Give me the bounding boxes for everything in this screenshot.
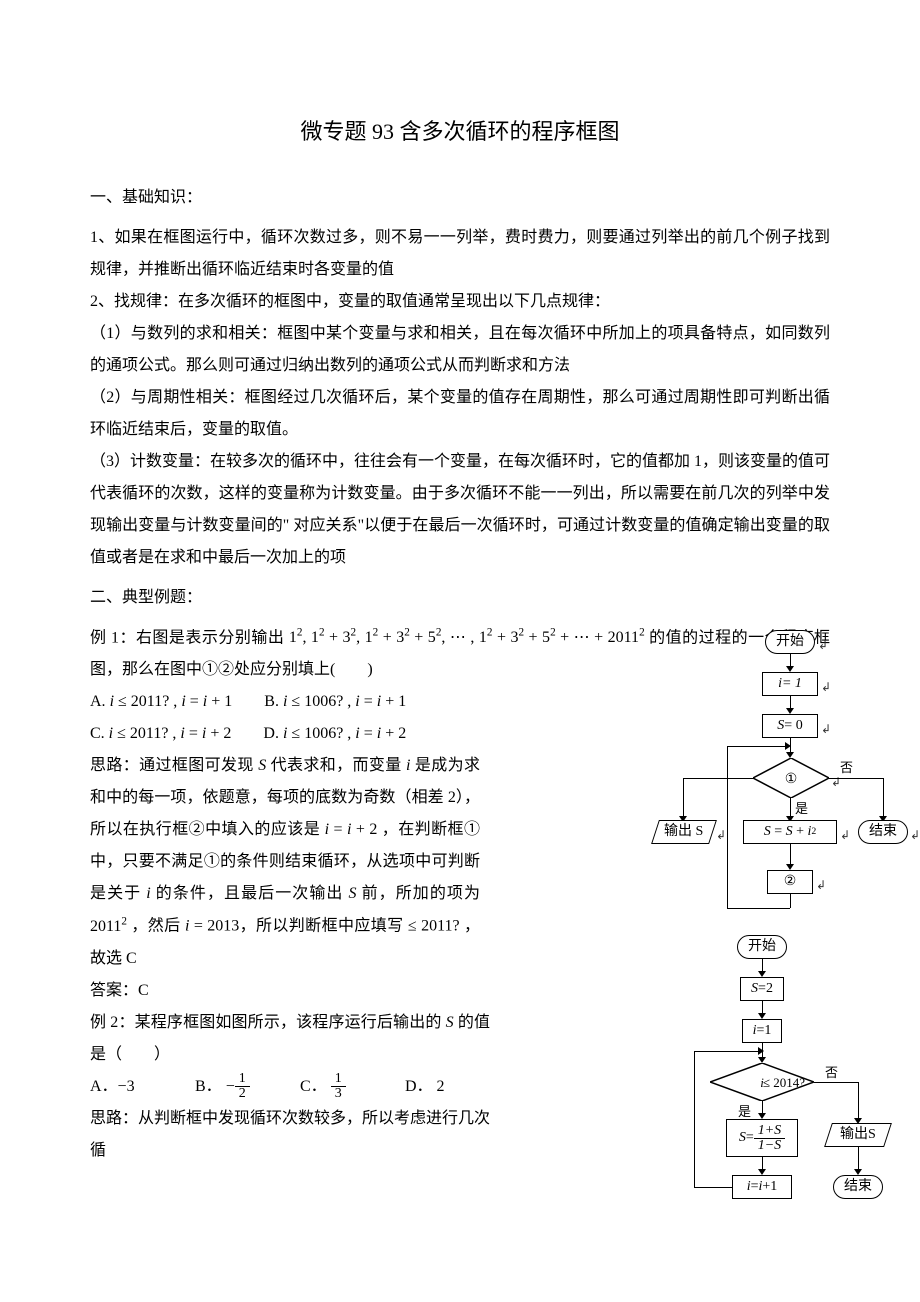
ex1-optD-m2: ≤ 1006? , xyxy=(287,725,355,742)
ex1-answer: 答案：C xyxy=(90,975,480,1007)
ex1-solution: 思路：通过框图可发现 S 代表求和，而变量 i 是成为求和中的每一项，依题意，每… xyxy=(90,750,480,974)
fc1-output-text: 输出 S xyxy=(664,818,703,846)
fc2-no1 xyxy=(814,1082,858,1083)
fc1-arrowL2 xyxy=(683,778,753,779)
ex1-solution-wrap: 思路：通过框图可发现 S 代表求和，而变量 i 是成为求和中的每一项，依题意，每… xyxy=(90,750,480,1006)
ex2-optA: A．−3 xyxy=(90,1071,195,1103)
ex1-optC-m6: + 2 xyxy=(206,725,231,742)
ex2-optC: C． 13 xyxy=(300,1071,405,1103)
fc2-init-s: S=2 xyxy=(740,977,784,1001)
ex1-intro-text: 例 1：右图是表示分别输出 xyxy=(90,629,284,646)
fc1-loop3 xyxy=(727,746,728,908)
ex1-optB: B. i ≤ 1006? , i = i + 1 xyxy=(264,686,406,718)
cursor-icon: ↲ xyxy=(840,823,850,847)
fc1-loop1 xyxy=(790,894,791,908)
fc1-loop4 xyxy=(727,746,787,747)
cursor-icon: ↲ xyxy=(816,873,826,897)
cursor-icon: ↲ xyxy=(821,675,831,699)
ex1-optA: A. i ≤ 2011? , i = i + 1 xyxy=(90,686,232,718)
p2c-quote: 对应关系 xyxy=(293,517,357,534)
fc1-output: 输出 S xyxy=(651,820,717,844)
p1: 1、如果在框图运行中，循环次数过多，则不易一一列举，费时费力，则要通过列举出的前… xyxy=(90,222,830,286)
ex1-optD: D. i ≤ 1006? , i = i + 2 xyxy=(263,718,406,750)
ex1-optD-m4: = xyxy=(360,725,377,742)
ex1-optB-m6: + 1 xyxy=(381,693,406,710)
fc2-output: 输出S xyxy=(824,1123,892,1147)
fc2-end: 结束 xyxy=(833,1175,883,1199)
fc1-arrowRv xyxy=(883,778,884,818)
cursor-icon: ↲ xyxy=(910,823,920,847)
fc2-loop2 xyxy=(694,1051,695,1187)
fc1-init-i: i = 1 xyxy=(762,672,818,696)
ex1-optA-m5: + 1 xyxy=(207,693,232,710)
p2b: （2）与周期性相关：框图经过几次循环后，某个变量的值存在周期性，那么可通过周期性… xyxy=(90,382,830,446)
fc1-end: 结束 xyxy=(858,820,908,844)
fc2-body-i: i=i+1 xyxy=(732,1175,792,1199)
svg-text:①: ① xyxy=(785,772,798,787)
fc1-init-s: S = 0 xyxy=(762,714,818,738)
arrowhead-icon xyxy=(785,742,791,750)
fc1-step: ② xyxy=(767,870,813,894)
ex1-optD-m6: + 2 xyxy=(381,725,406,742)
ex1-optC-label: C. xyxy=(90,725,109,742)
section2-heading: 二、典型例题： xyxy=(90,582,830,614)
fc1-arrowR xyxy=(829,778,883,779)
fc2-output-text: 输出S xyxy=(840,1121,876,1149)
ex2-solution: 思路：从判断框中发现循环次数较多，所以考虑进行几次循 xyxy=(90,1103,490,1167)
ex1-optB-label: B. xyxy=(264,693,283,710)
fc2-no2 xyxy=(858,1082,859,1120)
p2: 2、找规律：在多次循环的框图中，变量的取值通常呈现出以下几点规律： xyxy=(90,286,830,318)
fc2-body-s: S=1+S1−S xyxy=(726,1119,798,1157)
ex1-optA-m3: = xyxy=(186,693,203,710)
ex1-optB-m4: = xyxy=(360,693,377,710)
ex1-optD-label: D. xyxy=(263,725,283,742)
ex1-optB-m2: ≤ 1006? , xyxy=(287,693,355,710)
ex2-optC-label: C． xyxy=(300,1078,327,1095)
ex1-optC-m2: ≤ 2011? , xyxy=(113,725,180,742)
arrowhead-icon xyxy=(758,1047,764,1055)
fc1-body: S = S + i2 xyxy=(743,820,837,844)
fc1-loop2 xyxy=(727,908,790,909)
ex2-choices: A．−3 B． −12 C． 13 D． 2 xyxy=(90,1071,510,1103)
flowchart-1: 开始 ↲ i = 1 ↲ S = 0 ↲ ① ↲ 否 是 输出 S ↲ 结束 ↲… xyxy=(645,630,920,915)
ex1-optC-m4: = xyxy=(185,725,202,742)
cursor-icon: ↲ xyxy=(821,717,831,741)
fc2-diamond: i ≤ 2014? xyxy=(710,1063,814,1101)
ex2-optB-label: B． xyxy=(195,1078,222,1095)
fc1-arrowY xyxy=(790,798,791,818)
page-title: 微专题 93 含多次循环的程序框图 xyxy=(90,110,830,154)
fc2-no3 xyxy=(858,1147,859,1171)
ex1-optC: C. i ≤ 2011? , i = i + 2 xyxy=(90,718,231,750)
section1-heading: 一、基础知识： xyxy=(90,182,830,214)
fc2-loop1 xyxy=(694,1187,732,1188)
ex2-optD: D． 2 xyxy=(405,1071,510,1103)
ex2-optD-text: D． 2 xyxy=(405,1078,445,1095)
flowchart-2: 开始 S=2 i=1 i ≤ 2014? 否 是 S=1+S1−S i=i+1 … xyxy=(680,935,915,1230)
ex2-optB: B． −12 xyxy=(195,1071,300,1103)
fc1-arrowLv xyxy=(683,778,684,818)
ex2-text-wrap: 例 2：某程序框图如图所示，该程序运行后输出的 S 的值是（ ） A．−3 B．… xyxy=(90,1007,490,1167)
fc1-arrowB xyxy=(790,844,791,866)
ex2-intro: 例 2：某程序框图如图所示，该程序运行后输出的 S 的值是（ ） xyxy=(90,1007,490,1071)
ex2-optA-text: A．−3 xyxy=(90,1078,135,1095)
ex1-optA-rest: ≤ 2011? , xyxy=(114,693,181,710)
cursor-icon: ↲ xyxy=(716,823,726,847)
fc1-diamond: ① xyxy=(753,758,829,798)
ex1-math-series: 12, 12 + 32, 12 + 32 + 52, ⋯ , 12 + 32 +… xyxy=(289,629,645,646)
cursor-icon: ↲ xyxy=(818,633,828,657)
fc2-init-i: i=1 xyxy=(742,1019,782,1043)
ex1-optA-label: A. xyxy=(90,693,110,710)
fc2-loop3 xyxy=(694,1051,760,1052)
fc2-start: 开始 xyxy=(737,935,787,959)
p2c: （3）计数变量：在较多次的循环中，往往会有一个变量，在每次循环时，它的值都加 1… xyxy=(90,446,830,574)
p2a: （1）与数列的求和相关：框图中某个变量与求和相关，且在每次循环中所加上的项具备特… xyxy=(90,318,830,382)
fc1-start: 开始 xyxy=(765,630,815,654)
svg-text:≤ 2014?: ≤ 2014? xyxy=(763,1075,805,1090)
